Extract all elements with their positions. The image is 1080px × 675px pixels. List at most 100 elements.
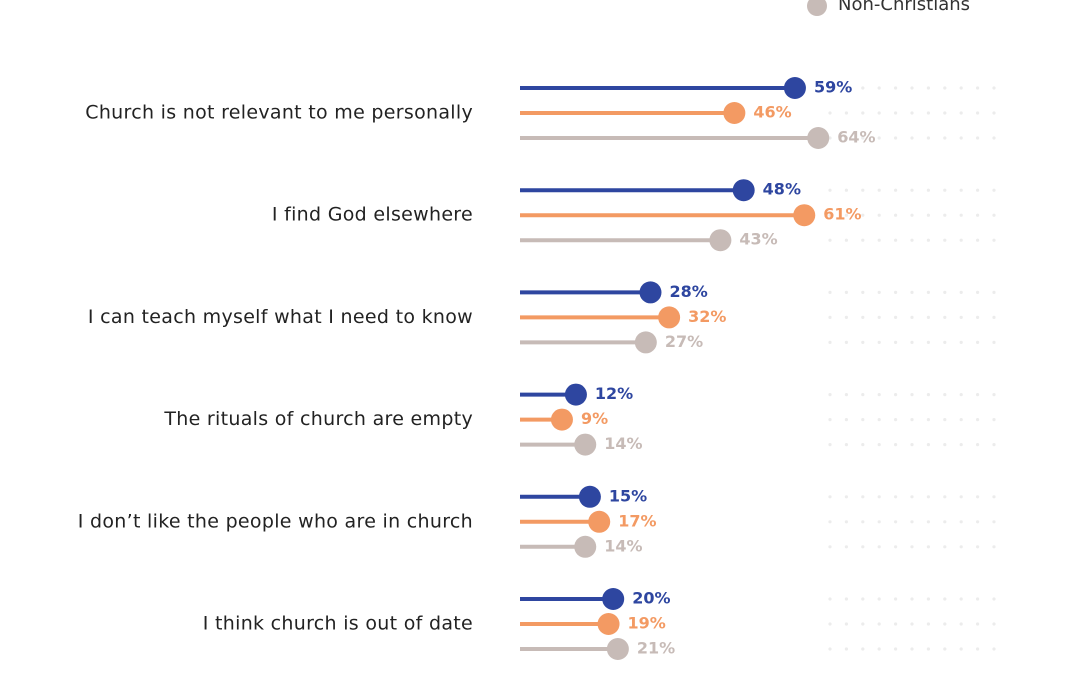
background-dot <box>877 238 881 242</box>
background-dot <box>877 188 881 192</box>
background-dot <box>992 315 996 319</box>
background-dot <box>894 86 898 90</box>
dot <box>597 613 620 635</box>
value-label: 20% <box>632 589 670 608</box>
dot <box>578 485 601 508</box>
value-label: 21% <box>637 639 675 658</box>
background-dot <box>910 340 914 344</box>
value-label: 59% <box>814 78 852 97</box>
value-label: 15% <box>609 486 647 505</box>
background-dot <box>844 136 849 140</box>
background-dot <box>926 340 931 344</box>
background-dot <box>959 315 963 319</box>
background-dot <box>976 315 980 319</box>
value-label: 61% <box>823 205 861 224</box>
background-dot <box>861 290 865 294</box>
background-dot <box>877 520 881 524</box>
background-dot <box>828 188 832 192</box>
background-dot <box>976 418 980 422</box>
background-dot <box>959 545 963 549</box>
background-dot <box>877 290 881 294</box>
background-dot <box>894 443 898 447</box>
background-dot <box>976 647 980 651</box>
background-dot <box>926 545 931 549</box>
background-dot <box>910 495 914 499</box>
category-label: I find God elsewhere <box>272 204 473 226</box>
background-dot <box>844 495 849 499</box>
background-dot <box>894 520 898 524</box>
background-dot <box>976 545 980 549</box>
value-label: 14% <box>604 536 642 555</box>
background-dot <box>828 418 832 422</box>
background-dot <box>877 111 881 115</box>
background-dot <box>828 520 832 524</box>
background-dot <box>828 393 832 397</box>
background-dot <box>976 622 980 626</box>
background-dot <box>894 622 898 626</box>
value-label: 12% <box>595 384 633 403</box>
category-label: Church is not relevant to me personally <box>85 102 473 124</box>
background-dot <box>926 188 931 192</box>
background-dot <box>943 111 947 115</box>
background-dot <box>976 86 980 90</box>
background-dot <box>861 86 865 90</box>
background-dot <box>828 545 832 549</box>
background-dot <box>844 290 849 294</box>
background-dot <box>894 340 898 344</box>
background-dot <box>910 136 914 140</box>
background-dot <box>926 238 931 242</box>
background-dot <box>976 188 980 192</box>
background-dot <box>910 418 914 422</box>
background-dot <box>877 315 881 319</box>
background-dot <box>861 495 865 499</box>
background-dot <box>844 188 849 192</box>
background-dot <box>828 597 832 601</box>
background-dot <box>959 418 963 422</box>
background-dot <box>976 597 980 601</box>
background-dot <box>877 340 881 344</box>
background-dot <box>959 443 963 447</box>
background-dot <box>959 188 963 192</box>
background-dot <box>943 443 947 447</box>
background-dot <box>844 340 849 344</box>
background-dot <box>861 647 865 651</box>
background-dot <box>926 290 931 294</box>
background-dot <box>861 315 865 319</box>
dot <box>783 77 806 99</box>
background-dot <box>959 290 963 294</box>
background-dot <box>976 290 980 294</box>
background-dot <box>943 393 947 397</box>
dot <box>564 383 587 406</box>
value-label: 46% <box>753 103 791 122</box>
background-dot <box>894 545 898 549</box>
background-dot <box>992 340 996 344</box>
background-dot <box>910 188 914 192</box>
category-label: I don’t like the people who are in churc… <box>78 510 473 532</box>
background-dot <box>828 495 832 499</box>
background-dot <box>992 443 996 447</box>
background-dot <box>926 136 931 140</box>
background-dot <box>976 340 980 344</box>
background-dot <box>992 188 996 192</box>
background-dot <box>959 495 963 499</box>
background-dot <box>844 315 849 319</box>
background-dot <box>910 443 914 447</box>
background-dot <box>894 238 898 242</box>
value-label: 17% <box>618 511 656 530</box>
background-dot <box>894 290 898 294</box>
value-label: 14% <box>604 434 642 453</box>
value-label: 64% <box>837 128 875 147</box>
background-dot <box>861 520 865 524</box>
background-dot <box>926 443 931 447</box>
background-dot <box>828 238 832 242</box>
background-dot <box>959 597 963 601</box>
background-dot <box>992 136 996 140</box>
background-dot <box>894 597 898 601</box>
background-dot <box>828 622 832 626</box>
background-dot <box>877 136 881 140</box>
background-dot <box>877 622 881 626</box>
background-dot <box>910 545 914 549</box>
dot <box>807 127 830 149</box>
background-dot <box>943 647 947 651</box>
